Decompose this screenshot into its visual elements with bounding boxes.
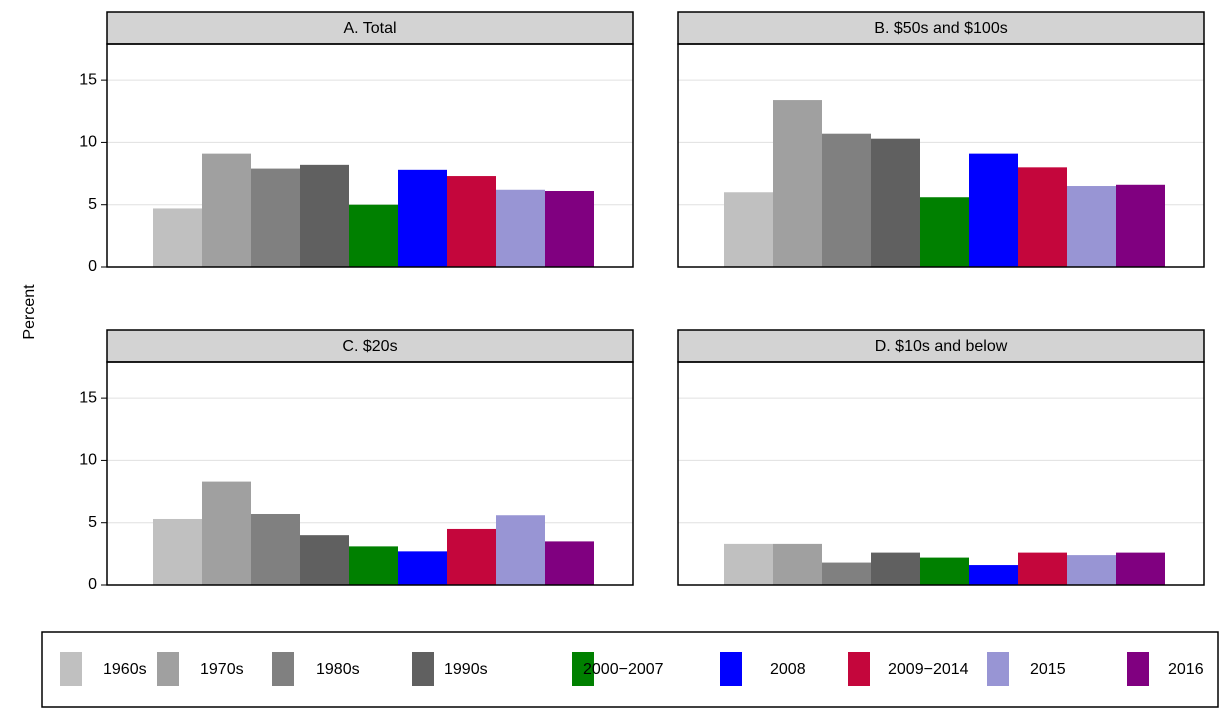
bar: [545, 541, 594, 585]
bar: [1018, 167, 1067, 267]
panel-header: [677, 11, 1205, 45]
panel-title: D. $10s and below: [875, 338, 1008, 355]
bar: [969, 153, 1018, 267]
bar: [1067, 186, 1116, 267]
bar: [724, 192, 773, 267]
legend-swatch: [412, 652, 434, 686]
legend-label: 2016: [1168, 661, 1204, 678]
bar: [1116, 184, 1165, 267]
bar: [871, 138, 920, 267]
legend-label: 1960s: [103, 661, 147, 678]
panel-frame: [106, 43, 634, 268]
legend-swatch: [572, 652, 594, 686]
y-tick-label: 10: [79, 452, 97, 469]
bar: [920, 557, 969, 585]
bar: [447, 528, 496, 585]
legend-label: 1970s: [200, 661, 244, 678]
bar: [920, 197, 969, 267]
legend-swatch: [1127, 652, 1149, 686]
bar: [153, 208, 202, 267]
panel-title: A. Total: [343, 20, 396, 37]
bar: [773, 543, 822, 585]
legend-box: [41, 631, 1219, 708]
bar: [251, 513, 300, 585]
panel-frame: [106, 361, 634, 586]
legend-label: 2008: [770, 661, 806, 678]
y-tick-label: 5: [88, 196, 97, 213]
panel-frame: [677, 361, 1205, 586]
bar: [398, 551, 447, 585]
legend-label: 1980s: [316, 661, 360, 678]
legend-label: 1990s: [444, 661, 488, 678]
bar: [251, 168, 300, 267]
bar: [969, 565, 1018, 585]
panel-title: C. $20s: [342, 338, 397, 355]
legend-swatch: [987, 652, 1009, 686]
bar: [202, 481, 251, 585]
legend-swatch: [157, 652, 179, 686]
bar: [545, 191, 594, 267]
legend-swatch: [272, 652, 294, 686]
bar: [153, 518, 202, 585]
bar: [496, 515, 545, 585]
y-axis-label: Percent: [21, 284, 38, 340]
bar: [398, 169, 447, 267]
bar: [349, 204, 398, 267]
bar: [1116, 552, 1165, 585]
legend-label: 2015: [1030, 661, 1066, 678]
panel-frame: [677, 43, 1205, 268]
bar: [349, 546, 398, 585]
legend-swatch: [720, 652, 742, 686]
y-tick-label: 5: [88, 514, 97, 531]
bar: [822, 562, 871, 585]
legend-swatch: [60, 652, 82, 686]
bar: [724, 543, 773, 585]
bar: [202, 153, 251, 267]
bar: [300, 164, 349, 267]
bar: [447, 176, 496, 267]
y-tick-label: 15: [79, 389, 97, 406]
y-tick-label: 10: [79, 134, 97, 151]
legend-label: 2009−2014: [888, 661, 969, 678]
y-tick-label: 15: [79, 71, 97, 88]
bar: [822, 133, 871, 267]
bar: [871, 552, 920, 585]
bar: [1018, 552, 1067, 585]
panel-title: B. $50s and $100s: [874, 20, 1007, 37]
bar: [496, 189, 545, 267]
y-tick-label: 0: [88, 258, 97, 275]
panel-header: [677, 329, 1205, 363]
bar: [300, 535, 349, 585]
bar: [773, 100, 822, 267]
y-tick-label: 0: [88, 576, 97, 593]
bar: [1067, 555, 1116, 585]
legend-label: 2000−2007: [583, 661, 664, 678]
legend-swatch: [848, 652, 870, 686]
